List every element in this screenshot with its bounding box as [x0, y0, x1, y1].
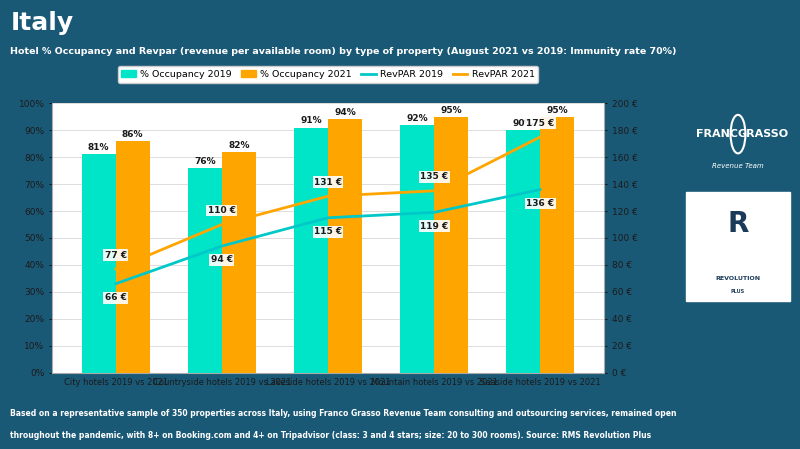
Bar [222, 152, 256, 373]
Bar [116, 141, 150, 373]
Text: 110 €: 110 € [208, 206, 236, 215]
Bar [328, 119, 362, 373]
Text: FRANC: FRANC [696, 129, 738, 139]
Text: 86%: 86% [122, 130, 143, 139]
Text: 82%: 82% [228, 141, 250, 150]
Bar [82, 154, 116, 373]
Bar [400, 125, 434, 373]
Bar [188, 168, 222, 373]
Text: 119 €: 119 € [420, 222, 448, 231]
Text: REVOLUTION: REVOLUTION [715, 276, 761, 281]
Text: 115 €: 115 € [314, 227, 342, 236]
FancyBboxPatch shape [686, 192, 790, 301]
Text: R: R [727, 210, 749, 238]
Text: 66 €: 66 € [105, 293, 126, 302]
Text: 90%: 90% [513, 119, 534, 128]
Text: 94%: 94% [334, 108, 356, 117]
Text: 175 €: 175 € [526, 119, 554, 128]
Text: 81%: 81% [88, 143, 110, 152]
Text: Hotel % Occupancy and Revpar (revenue per available room) by type of property (A: Hotel % Occupancy and Revpar (revenue pe… [10, 47, 677, 56]
Text: GRASSO: GRASSO [738, 129, 789, 139]
Legend: % Occupancy 2019, % Occupancy 2021, RevPAR 2019, RevPAR 2021: % Occupancy 2019, % Occupancy 2021, RevP… [118, 66, 538, 83]
Text: 92%: 92% [406, 114, 428, 123]
Bar [434, 117, 468, 373]
Text: throughout the pandemic, with 8+ on Booking.com and 4+ on Tripadvisor (class: 3 : throughout the pandemic, with 8+ on Book… [10, 431, 651, 440]
Bar [506, 130, 540, 373]
Text: 95%: 95% [440, 106, 462, 114]
Text: 94 €: 94 € [210, 255, 233, 264]
Text: 95%: 95% [546, 106, 568, 114]
Text: 136 €: 136 € [526, 199, 554, 208]
Text: Italy: Italy [10, 12, 74, 35]
Text: Based on a representative sample of 350 properties across Italy, using Franco Gr: Based on a representative sample of 350 … [10, 409, 677, 418]
Text: Revenue Team: Revenue Team [712, 163, 764, 169]
Text: PLUS: PLUS [731, 289, 745, 294]
Text: 77 €: 77 € [105, 251, 126, 260]
Text: 76%: 76% [194, 157, 216, 166]
Text: 131 €: 131 € [314, 178, 342, 187]
Text: 135 €: 135 € [420, 172, 448, 181]
Text: 91%: 91% [300, 116, 322, 125]
Bar [540, 117, 574, 373]
Bar [294, 128, 328, 373]
